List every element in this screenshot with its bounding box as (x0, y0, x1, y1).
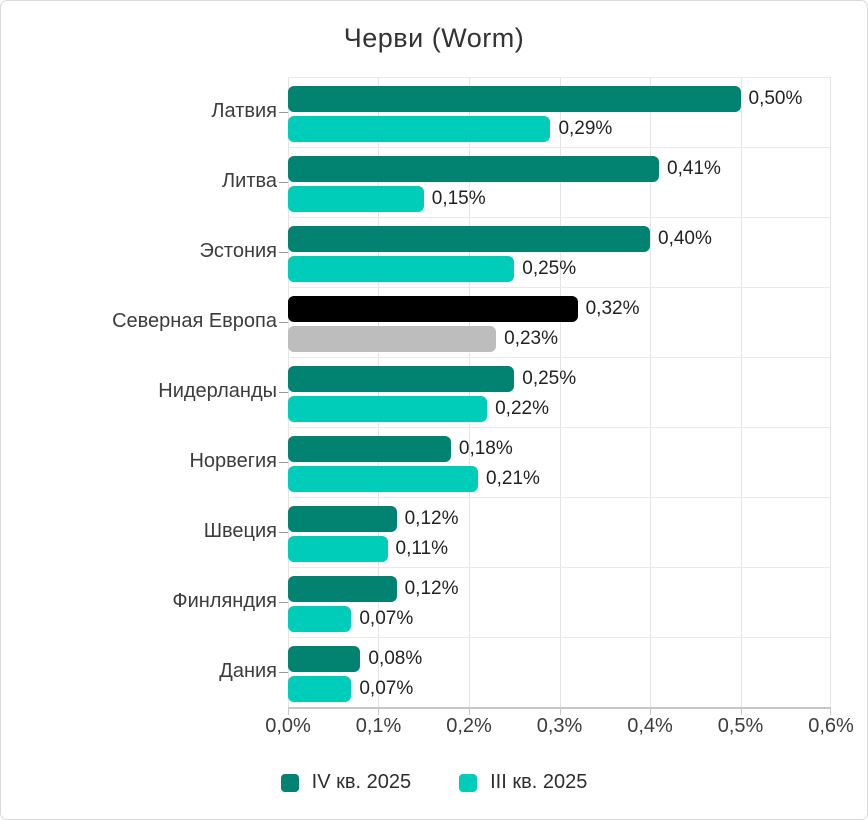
bar-value-label: 0,15% (431, 188, 486, 209)
category-tick-mark (279, 532, 288, 533)
gridline-vertical (468, 77, 470, 707)
gridline-vertical (559, 77, 561, 707)
bar-iv-kv-2025: 0,32% (288, 296, 639, 322)
x-axis-label: 0,3% (536, 715, 583, 737)
bar-iii-kv-2025: 0,07% (288, 606, 413, 632)
legend-label-q4: IV кв. 2025 (311, 771, 412, 793)
category-row: 0,40% 0,25% (288, 217, 831, 287)
bar-iii-kv-2025: 0,29% (288, 116, 612, 142)
chart-title: Черви (Worm) (343, 23, 525, 53)
category-row: 0,32% 0,23% (288, 287, 831, 357)
category-row: 0,08% 0,07% (288, 637, 831, 707)
category-label: Литва (222, 170, 277, 192)
category-label: Норвегия (189, 450, 277, 472)
bar-value-label: 0,21% (486, 468, 540, 489)
bar-iv-kv-2025: 0,50% (288, 86, 802, 112)
category-tick-mark (279, 252, 288, 253)
category-row: 0,12% 0,11% (288, 497, 831, 567)
axis-tick-mark (468, 709, 470, 715)
axis-tick-mark (288, 709, 289, 715)
bar-value-label: 0,07% (359, 678, 414, 699)
bar-iii-kv-2025: 0,07% (288, 676, 413, 702)
x-axis-label: 0,1% (355, 715, 402, 737)
gridline-vertical (288, 77, 289, 707)
category-label: Дания (219, 660, 277, 682)
gridline-vertical (649, 77, 651, 707)
bar-iii-kv-2025: 0,11% (288, 536, 448, 562)
axis-tick-mark (559, 709, 561, 715)
bar-iv-kv-2025: 0,18% (288, 436, 513, 462)
legend-swatch-q4-icon (280, 773, 299, 792)
axis-tick-mark (830, 709, 831, 715)
axis-tick-mark (378, 709, 380, 715)
legend: IV кв. 2025 III кв. 2025 (1, 771, 867, 794)
x-axis-label: 0,5% (717, 715, 764, 737)
category-tick-mark (279, 462, 288, 463)
legend-item-q3-2025: III кв. 2025 (459, 771, 587, 794)
bar-value-label: 0,29% (558, 118, 613, 139)
bar-value-label: 0,41% (667, 158, 721, 179)
category-tick-mark (279, 322, 288, 323)
axis-tick-mark (740, 709, 742, 715)
category-tick-mark (279, 602, 288, 603)
bar-value-label: 0,07% (359, 608, 414, 629)
gridline-vertical (740, 77, 742, 707)
bar-value-label: 0,25% (522, 258, 577, 279)
bar-value-label: 0,12% (404, 508, 459, 529)
bar-value-label: 0,40% (658, 228, 712, 249)
x-axis-label: 0,4% (627, 715, 673, 737)
legend-item-q4-2025: IV кв. 2025 (280, 771, 412, 794)
category-label: Эстония (199, 240, 277, 262)
x-axis-label: 0,2% (446, 715, 492, 737)
bar-value-label: 0,18% (458, 438, 513, 459)
gridline-vertical (830, 77, 831, 707)
bar-value-label: 0,12% (404, 578, 459, 599)
x-axis-label: 0,6% (808, 715, 854, 737)
axis-tick-mark (649, 709, 651, 715)
category-row: 0,18% 0,21% (288, 427, 831, 497)
category-row: 0,25% 0,22% (288, 357, 831, 427)
category-row: 0,12% 0,07% (288, 567, 831, 637)
category-label: Швеция (203, 520, 277, 542)
gridline-vertical (378, 77, 380, 707)
legend-swatch-q3-icon (459, 773, 478, 792)
category-label: Латвия (211, 100, 277, 122)
bar-iv-kv-2025: 0,25% (288, 366, 576, 392)
bar-iv-kv-2025: 0,40% (288, 226, 712, 252)
bar-iii-kv-2025: 0,25% (288, 256, 576, 282)
category-tick-mark (279, 182, 288, 183)
category-tick-mark (279, 392, 288, 393)
bar-value-label: 0,11% (395, 538, 449, 559)
bar-iv-kv-2025: 0,12% (288, 506, 458, 532)
legend-label-q3: III кв. 2025 (490, 771, 588, 793)
bar-iii-kv-2025: 0,15% (288, 186, 486, 212)
bar-iv-kv-2025: 0,41% (288, 156, 721, 182)
bar-iv-kv-2025: 0,08% (288, 646, 422, 672)
category-row: 0,41% 0,15% (288, 147, 831, 217)
bar-iii-kv-2025: 0,23% (288, 326, 558, 352)
bar-value-label: 0,08% (368, 648, 423, 669)
bar-value-label: 0,50% (748, 88, 803, 109)
bar-value-label: 0,23% (504, 328, 559, 349)
category-tick-mark (279, 672, 288, 673)
bar-value-label: 0,25% (522, 368, 577, 389)
bar-iii-kv-2025: 0,22% (288, 396, 549, 422)
category-label: Северная Европа (112, 310, 277, 332)
bar-value-label: 0,32% (585, 298, 640, 319)
category-label: Нидерланды (158, 380, 277, 402)
bar-value-label: 0,22% (495, 398, 549, 419)
category-label: Финляндия (172, 590, 277, 612)
category-row: 0,50% 0,29% (288, 77, 831, 147)
plot-area: 0,50% 0,29% 0,41% 0,15% 0,40% 0,25% 0,32% 0,23%… (288, 77, 831, 715)
x-axis-label: 0,0% (265, 715, 311, 737)
bar-iii-kv-2025: 0,21% (288, 466, 540, 492)
category-tick-mark (279, 112, 288, 113)
bar-iv-kv-2025: 0,12% (288, 576, 458, 602)
